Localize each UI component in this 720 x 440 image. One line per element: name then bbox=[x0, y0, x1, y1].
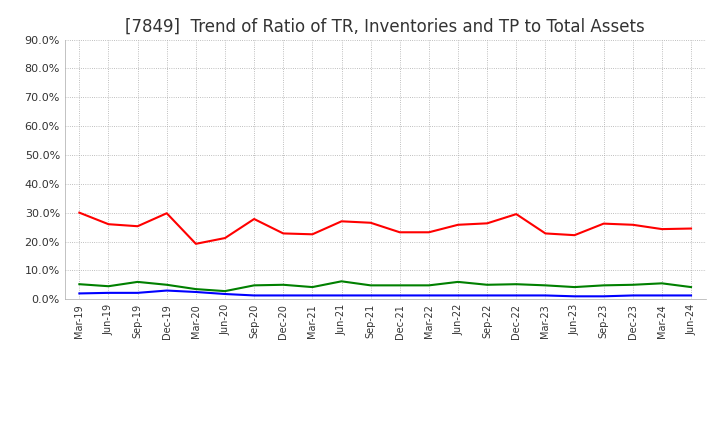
Inventories bbox=[629, 293, 637, 298]
Inventories bbox=[279, 293, 287, 298]
Inventories bbox=[541, 293, 550, 298]
Trade Receivables bbox=[337, 219, 346, 224]
Trade Payables bbox=[104, 284, 113, 289]
Trade Receivables bbox=[512, 212, 521, 217]
Trade Payables bbox=[395, 283, 404, 288]
Trade Receivables bbox=[366, 220, 375, 225]
Inventories bbox=[395, 293, 404, 298]
Trade Payables bbox=[483, 282, 492, 287]
Inventories bbox=[308, 293, 317, 298]
Inventories bbox=[163, 288, 171, 293]
Trade Payables bbox=[599, 283, 608, 288]
Trade Payables bbox=[454, 279, 462, 285]
Trade Receivables bbox=[657, 227, 666, 232]
Trade Receivables bbox=[133, 224, 142, 229]
Inventories bbox=[599, 293, 608, 299]
Trade Receivables bbox=[541, 231, 550, 236]
Trade Receivables bbox=[687, 226, 696, 231]
Trade Receivables bbox=[308, 231, 317, 237]
Trade Payables bbox=[512, 282, 521, 287]
Inventories bbox=[250, 293, 258, 298]
Trade Payables bbox=[133, 279, 142, 285]
Inventories bbox=[366, 293, 375, 298]
Inventories bbox=[337, 293, 346, 298]
Inventories bbox=[425, 293, 433, 298]
Inventories bbox=[687, 293, 696, 298]
Trade Payables bbox=[425, 283, 433, 288]
Trade Payables bbox=[657, 281, 666, 286]
Trade Receivables bbox=[279, 231, 287, 236]
Trade Receivables bbox=[629, 222, 637, 227]
Inventories bbox=[483, 293, 492, 298]
Trade Receivables bbox=[483, 221, 492, 226]
Trade Receivables bbox=[75, 210, 84, 215]
Inventories bbox=[454, 293, 462, 298]
Trade Receivables bbox=[104, 222, 113, 227]
Trade Payables bbox=[687, 284, 696, 290]
Inventories bbox=[104, 290, 113, 296]
Trade Payables bbox=[163, 282, 171, 287]
Inventories bbox=[512, 293, 521, 298]
Inventories bbox=[220, 291, 229, 297]
Line: Inventories: Inventories bbox=[79, 290, 691, 296]
Trade Payables bbox=[250, 283, 258, 288]
Trade Receivables bbox=[570, 232, 579, 238]
Trade Receivables bbox=[425, 230, 433, 235]
Inventories bbox=[570, 293, 579, 299]
Inventories bbox=[192, 290, 200, 295]
Trade Receivables bbox=[599, 221, 608, 226]
Trade Receivables bbox=[192, 241, 200, 246]
Trade Receivables bbox=[220, 235, 229, 241]
Trade Payables bbox=[279, 282, 287, 287]
Inventories bbox=[657, 293, 666, 298]
Trade Receivables bbox=[454, 222, 462, 227]
Line: Trade Receivables: Trade Receivables bbox=[79, 213, 691, 244]
Title: [7849]  Trend of Ratio of TR, Inventories and TP to Total Assets: [7849] Trend of Ratio of TR, Inventories… bbox=[125, 17, 645, 35]
Inventories bbox=[75, 291, 84, 296]
Trade Receivables bbox=[163, 211, 171, 216]
Trade Payables bbox=[308, 284, 317, 290]
Line: Trade Payables: Trade Payables bbox=[79, 281, 691, 291]
Trade Payables bbox=[337, 279, 346, 284]
Trade Payables bbox=[192, 286, 200, 292]
Trade Receivables bbox=[395, 230, 404, 235]
Trade Payables bbox=[629, 282, 637, 287]
Trade Payables bbox=[570, 284, 579, 290]
Trade Receivables bbox=[250, 216, 258, 222]
Trade Payables bbox=[220, 289, 229, 294]
Trade Payables bbox=[75, 282, 84, 287]
Inventories bbox=[133, 290, 142, 296]
Trade Payables bbox=[541, 283, 550, 288]
Trade Payables bbox=[366, 283, 375, 288]
